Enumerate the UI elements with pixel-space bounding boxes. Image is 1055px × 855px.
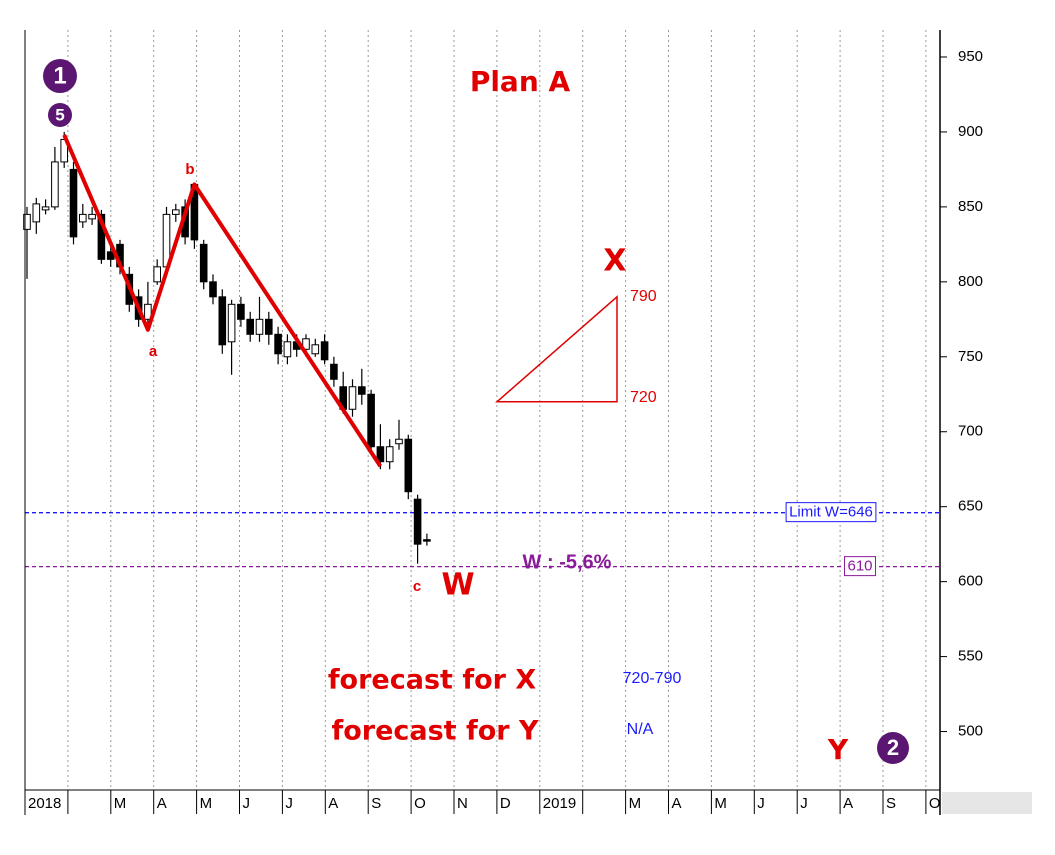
y-tick-label: 850 [958,198,983,215]
x-tick-label: M [114,795,127,812]
y-tick-label: 800 [958,273,983,290]
level-label: Limit W=646 [789,504,873,521]
candle-body [330,363,338,380]
candle-body [97,213,106,260]
x-tick-label: M [629,795,642,812]
x-tick-label: S [886,795,896,812]
y-tick-label: 550 [958,648,983,665]
candle-body [246,318,254,335]
candle-body [199,243,208,283]
candle-body [41,206,50,211]
target-name: X [603,244,626,279]
forecast-label: forecast for X [328,665,537,696]
x-tick-label: O [929,795,941,812]
candle-body [51,161,59,208]
x-tick-label: S [371,795,381,812]
candle-body [209,281,217,298]
y-tick-label: 750 [958,348,983,365]
level-label: 610 [847,558,872,575]
x-tick-label: J [757,795,765,812]
candle-body [23,213,31,230]
level-box [785,502,877,523]
candle-body [172,209,180,215]
candle-body [385,446,394,463]
wave-mark: 5 [55,105,64,124]
forecast-value: 720-790 [623,670,682,687]
y-tick-label: 600 [958,573,983,590]
candle-body [320,341,329,361]
x-tick-label: A [328,795,338,812]
candle-body [311,344,320,355]
candle-body [423,539,431,542]
candle-body [227,303,236,343]
candle-body [348,386,357,410]
candle-body [255,318,264,335]
candle-body [237,303,245,320]
y-tick-label: 700 [958,423,983,440]
x-tick-label: 2019 [543,795,576,812]
forecast-label: forecast for Y [331,716,539,747]
x-tick-label: 2018 [28,795,61,812]
wave-circle [48,103,72,127]
wave-label: b [185,161,194,178]
y-tick-label: 900 [958,123,983,140]
x-tick-label: O [414,795,426,812]
axis-corner [942,792,1032,814]
chart-title: Plan A [470,65,571,98]
x-tick-label: M [200,795,213,812]
target-high: 790 [630,288,657,305]
candle-body [144,303,152,320]
candle-body [69,168,78,238]
candle-body [376,446,385,463]
y-tick-label: 500 [958,723,983,740]
x-tick-label: M [714,795,727,812]
forecast-value: N/A [627,721,654,738]
end-label: Y [827,733,849,766]
wave-circle [43,59,77,93]
candle-body [265,318,273,335]
end-mark: 2 [887,735,899,760]
candle-body [153,266,161,283]
y-tick-label: 650 [958,498,983,515]
candle-body [395,438,403,445]
candle-body [367,393,375,448]
candle-body [413,498,422,545]
x-tick-label: A [157,795,167,812]
wave-line [62,134,383,468]
x-tick-label: J [800,795,808,812]
candle-body [358,386,366,395]
level-box [843,556,877,577]
x-tick-label: J [243,795,251,812]
wave-mark: 1 [53,62,66,89]
candle-body [32,203,41,223]
candle-body [218,296,227,346]
end-circle [877,732,909,764]
candle-body [283,341,292,358]
candle-body [274,333,282,355]
candle-body [302,338,310,350]
target-triangle [495,295,618,403]
y-tick-label: 950 [958,48,983,65]
candle-body [404,438,413,493]
x-tick-label: A [672,795,682,812]
w-label: W [441,568,474,603]
target-low: 720 [630,389,657,406]
wave-label: a [149,343,158,360]
candle-body [88,213,96,220]
x-tick-label: N [457,795,468,812]
x-tick-label: A [843,795,853,812]
marks [23,131,940,568]
wave-label: c [413,578,421,595]
x-tick-label: D [500,795,511,812]
x-tick-label: J [285,795,293,812]
candle-body [79,213,87,223]
w-change: W : -5,6% [523,551,612,573]
